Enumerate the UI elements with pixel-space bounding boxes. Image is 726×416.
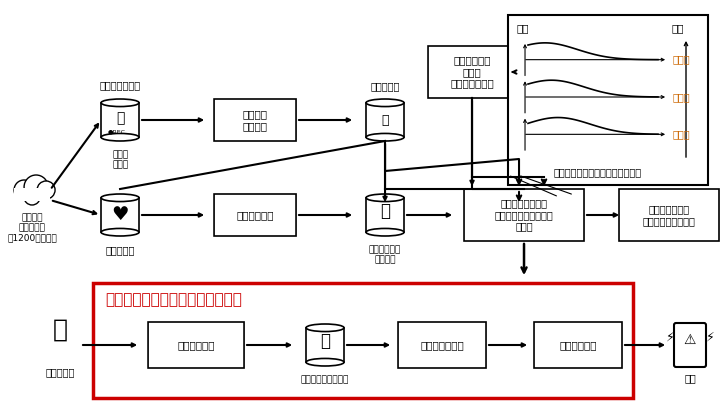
Text: 心拍変動解析: 心拍変動解析 <box>236 210 274 220</box>
Text: 👤: 👤 <box>320 332 330 350</box>
Text: 心拍データ: 心拍データ <box>46 367 75 377</box>
Text: 👤: 👤 <box>380 202 390 220</box>
FancyBboxPatch shape <box>398 322 486 368</box>
Text: 📷: 📷 <box>116 111 124 125</box>
Ellipse shape <box>306 359 344 366</box>
Text: 自律神経機能
特微量群: 自律神経機能 特微量群 <box>369 245 401 265</box>
Ellipse shape <box>101 134 139 141</box>
Text: （中）: （中） <box>673 92 690 102</box>
Text: 通知: 通知 <box>684 373 696 383</box>
FancyBboxPatch shape <box>674 323 706 367</box>
Text: 事故リスク予測（リアルタイム）: 事故リスク予測（リアルタイム） <box>105 292 242 307</box>
Text: 異常挙動
特徴抽出: 異常挙動 特徴抽出 <box>242 109 268 131</box>
Text: ⚠: ⚠ <box>684 333 696 347</box>
Ellipse shape <box>366 194 404 202</box>
Ellipse shape <box>366 228 404 236</box>
Text: 挙動特微量: 挙動特微量 <box>370 81 400 91</box>
Text: 自律神経機能特微量: 自律神経機能特微量 <box>301 375 349 384</box>
Text: 心拍変動解析: 心拍変動解析 <box>177 340 215 350</box>
Text: 事故リスク評価
アルゴリズムの生成: 事故リスク評価 アルゴリズムの生成 <box>643 204 696 226</box>
Text: ⚡: ⚡ <box>706 330 714 344</box>
Text: ⚡: ⚡ <box>666 330 674 344</box>
Text: ●REC: ●REC <box>108 129 126 134</box>
Circle shape <box>14 180 34 200</box>
FancyBboxPatch shape <box>148 322 244 368</box>
FancyBboxPatch shape <box>508 15 708 185</box>
Text: 📊: 📊 <box>381 114 389 126</box>
FancyBboxPatch shape <box>464 189 584 241</box>
Ellipse shape <box>101 228 139 236</box>
FancyBboxPatch shape <box>93 282 633 398</box>
Ellipse shape <box>366 99 404 106</box>
FancyBboxPatch shape <box>366 198 404 232</box>
Circle shape <box>24 189 40 205</box>
Text: 心拍データ: 心拍データ <box>105 245 135 255</box>
Text: 疲労: 疲労 <box>672 23 684 33</box>
Text: 事故リスク計算: 事故リスク計算 <box>420 340 464 350</box>
Circle shape <box>24 175 48 199</box>
Text: 頻度: 頻度 <box>516 23 529 33</box>
FancyBboxPatch shape <box>306 328 344 362</box>
Ellipse shape <box>101 99 139 106</box>
FancyBboxPatch shape <box>619 189 719 241</box>
Ellipse shape <box>366 134 404 141</box>
Text: （大）: （大） <box>673 54 690 64</box>
FancyBboxPatch shape <box>366 103 404 137</box>
Text: 速度・
加速度: 速度・ 加速度 <box>112 150 128 169</box>
Ellipse shape <box>101 194 139 202</box>
Ellipse shape <box>306 324 344 332</box>
FancyBboxPatch shape <box>101 198 139 232</box>
Text: 👷: 👷 <box>52 318 68 342</box>
FancyBboxPatch shape <box>214 194 296 236</box>
Text: 車両挙動データ: 車両挙動データ <box>99 80 141 90</box>
Circle shape <box>37 181 55 199</box>
Text: （小）: （小） <box>673 129 690 139</box>
Text: （低）　ヒヤリハット確率（高）: （低） ヒヤリハット確率（高） <box>554 167 642 177</box>
Text: ヒヤリハット
分類器
（確率を出力）: ヒヤリハット 分類器 （確率を出力） <box>450 55 494 89</box>
Text: しきい値判定: しきい値判定 <box>559 340 597 350</box>
FancyBboxPatch shape <box>428 46 516 98</box>
Text: ♥: ♥ <box>111 206 129 225</box>
Text: 収集済み
業務データ
（1200人・日）: 収集済み 業務データ （1200人・日） <box>7 213 57 243</box>
FancyBboxPatch shape <box>101 103 139 137</box>
Text: 特微量と対応した
ヒヤリハット確率分布
の計算: 特微量と対応した ヒヤリハット確率分布 の計算 <box>494 198 553 232</box>
FancyBboxPatch shape <box>14 188 50 201</box>
FancyBboxPatch shape <box>534 322 622 368</box>
FancyBboxPatch shape <box>214 99 296 141</box>
